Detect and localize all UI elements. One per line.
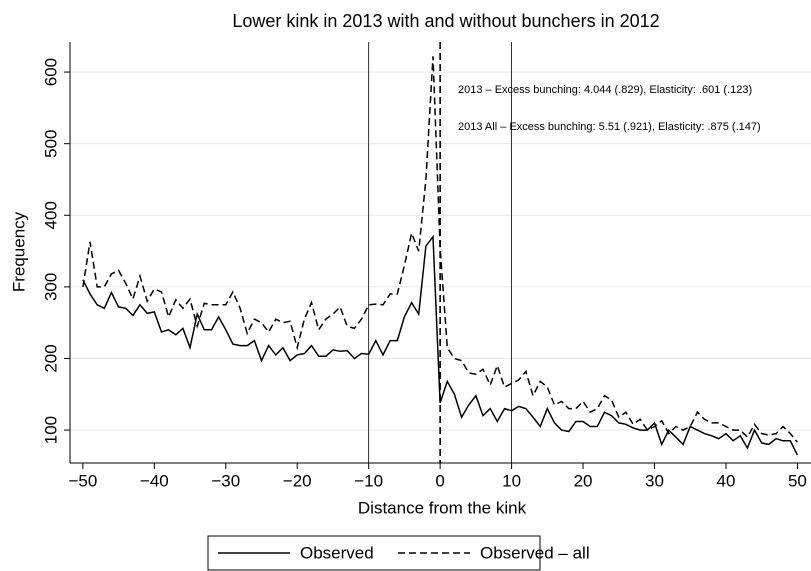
legend-label: Observed xyxy=(300,543,374,562)
y-tick-label: 600 xyxy=(41,58,60,86)
annotation: 2013 All – Excess bunching: 5.51 (.921),… xyxy=(458,121,761,133)
y-tick-label: 100 xyxy=(41,416,60,444)
x-tick-label: −40 xyxy=(140,471,169,490)
y-tick-label: 500 xyxy=(41,129,60,157)
x-tick-label: −10 xyxy=(354,471,383,490)
x-tick-label: 10 xyxy=(502,471,521,490)
annotation: 2013 – Excess bunching: 4.044 (.829), El… xyxy=(458,84,752,96)
chart-title: Lower kink in 2013 with and without bunc… xyxy=(232,11,659,31)
y-axis-label: Frequency xyxy=(9,211,28,292)
y-tick-label: 400 xyxy=(41,201,60,229)
x-tick-label: −50 xyxy=(68,471,97,490)
series-line xyxy=(82,234,799,456)
legend-label: Observed – all xyxy=(480,543,590,562)
x-tick-label: 30 xyxy=(645,471,664,490)
x-tick-label: 20 xyxy=(574,471,593,490)
x-tick-label: 0 xyxy=(435,471,444,490)
x-axis-label: Distance from the kink xyxy=(358,498,527,517)
y-tick-label: 300 xyxy=(41,273,60,301)
x-tick-label: −20 xyxy=(283,471,312,490)
series-line xyxy=(82,56,798,443)
y-tick-label: 200 xyxy=(41,344,60,372)
x-tick-label: 50 xyxy=(788,471,807,490)
x-tick-label: −30 xyxy=(211,471,240,490)
x-tick-label: 40 xyxy=(717,471,736,490)
